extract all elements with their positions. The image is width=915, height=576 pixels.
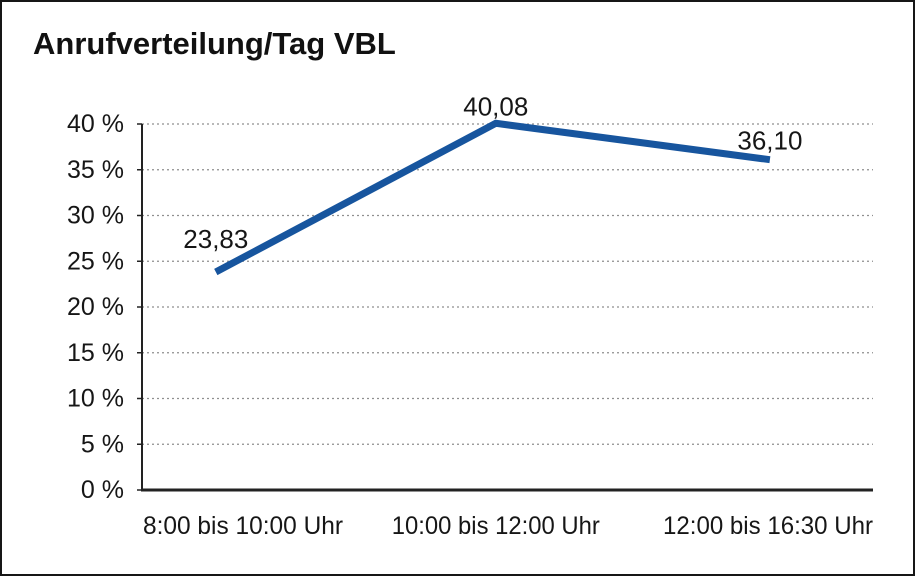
y-tick-label: 15 %	[67, 339, 124, 367]
y-tick-label: 30 %	[67, 202, 124, 230]
data-label: 36,10	[737, 126, 802, 156]
data-label: 23,83	[183, 224, 248, 254]
chart-title: Anrufverteilung/Tag VBL	[33, 26, 396, 61]
data-label: 40,08	[463, 91, 528, 121]
y-tick-label: 0 %	[81, 476, 124, 504]
x-axis-label: 12:00 bis 16:30 Uhr	[663, 512, 873, 540]
y-tick-label: 40 %	[67, 110, 124, 138]
x-axis-label: 8:00 bis 10:00 Uhr	[143, 512, 343, 540]
y-tick-label: 20 %	[67, 293, 124, 321]
y-tick-label: 35 %	[67, 156, 124, 184]
x-axis-label: 10:00 bis 12:00 Uhr	[392, 512, 600, 540]
series-line	[214, 119, 771, 276]
y-tick-label: 10 %	[67, 385, 124, 413]
y-tick-label: 5 %	[81, 430, 124, 458]
y-tick-label: 25 %	[67, 247, 124, 275]
